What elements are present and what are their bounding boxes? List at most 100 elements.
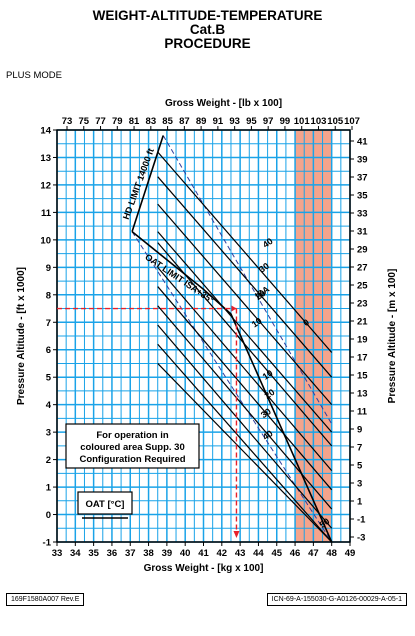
footer-left-code: 169F1580A007 Rev.E xyxy=(6,593,85,606)
isa-line-label: ISA xyxy=(253,284,271,301)
x-top-tick-label: 101 xyxy=(294,116,311,127)
oat-line-40 xyxy=(157,151,333,353)
x-bottom-tick-label: 46 xyxy=(290,548,301,559)
y-right-tick-label: 23 xyxy=(357,299,368,310)
example-arrow-down xyxy=(233,531,240,538)
x-top-tick-label: 87 xyxy=(179,116,190,127)
x-top-tick-label: 85 xyxy=(162,116,173,127)
x-bottom-tick-label: 37 xyxy=(125,548,136,559)
oat-line-10 xyxy=(157,231,333,433)
x-top-tick-label: 89 xyxy=(196,116,207,127)
x-bottom-tick-label: 34 xyxy=(70,548,81,559)
y-right-tick-label: 7 xyxy=(357,443,362,454)
example-arrow-right xyxy=(231,305,237,312)
x-bottom-tick-label: 36 xyxy=(107,548,118,559)
x-top-tick-label: 83 xyxy=(146,116,157,127)
x-top-axis-label: Gross Weight - [lb x 100] xyxy=(165,98,282,109)
oat-line-label: 10 xyxy=(261,368,275,382)
oat-limit-label: OAT LIMIT ISA+35° xyxy=(143,252,216,306)
oat-line-20 xyxy=(157,203,333,406)
x-top-tick-label: 95 xyxy=(246,116,257,127)
y-right-tick-label: 39 xyxy=(357,155,368,166)
y-right-tick-label: 33 xyxy=(357,209,368,220)
y-right-tick-label: 21 xyxy=(357,317,368,328)
y-right-tick-label: 29 xyxy=(357,245,368,256)
x-top-tick-label: 91 xyxy=(213,116,224,127)
oat-line-label: 10 xyxy=(250,316,264,330)
oat-line-label: 20 xyxy=(263,387,277,401)
chart-subtitle-procedure: PROCEDURE xyxy=(164,36,251,51)
x-top-tick-label: 77 xyxy=(95,116,106,127)
y-left-tick-label: 0 xyxy=(46,510,51,521)
y-left-tick-label: 9 xyxy=(46,263,51,274)
y-right-tick-label: 1 xyxy=(357,497,363,508)
y-right-tick-label: -1 xyxy=(357,515,366,526)
oat-box xyxy=(77,491,133,515)
y-right-tick-label: 25 xyxy=(357,281,368,292)
footer-right-code: ICN-69-A-155030-G-A0126-00029-A-05-1 xyxy=(266,593,407,606)
y-right-tick-label: 19 xyxy=(357,335,368,346)
oat-box-label: OAT [°C] xyxy=(86,499,125,510)
oat-line-label: 40 xyxy=(261,236,275,250)
y-left-axis-label: Pressure Altitude - [ft x 1000] xyxy=(16,267,27,405)
y-right-tick-label: 37 xyxy=(357,173,368,184)
x-top-tick-label: 79 xyxy=(112,116,123,127)
x-top-tick-label: 105 xyxy=(327,116,344,127)
x-bottom-tick-label: 47 xyxy=(308,548,319,559)
y-right-tick-label: 13 xyxy=(357,389,368,400)
oat-line-label: 20 xyxy=(253,288,267,302)
y-left-tick-label: 1 xyxy=(46,483,52,494)
y-left-tick-label: 13 xyxy=(40,153,51,164)
oat-line--50 xyxy=(157,363,333,543)
y-right-tick-label: 3 xyxy=(357,479,362,490)
hd-limit-line xyxy=(131,135,164,232)
y-left-tick-label: 3 xyxy=(46,428,51,439)
x-bottom-tick-label: 49 xyxy=(345,548,356,559)
y-right-tick-label: 11 xyxy=(357,407,368,418)
mode-label: PLUS MODE xyxy=(6,70,62,81)
oat-line-label: 0 xyxy=(301,317,311,328)
y-right-tick-label: 31 xyxy=(357,227,368,238)
y-left-tick-label: 10 xyxy=(40,235,51,246)
x-bottom-tick-label: 35 xyxy=(88,548,99,559)
x-top-tick-label: 73 xyxy=(62,116,73,127)
y-right-tick-label: 27 xyxy=(357,263,368,274)
y-left-tick-label: 2 xyxy=(46,455,51,466)
y-right-tick-label: 15 xyxy=(357,371,368,382)
note-line: For operation in xyxy=(96,430,169,441)
y-right-tick-label: 17 xyxy=(357,353,368,364)
oat-line--30 xyxy=(157,324,333,529)
oat-limit-line xyxy=(131,231,333,543)
y-right-tick-label: 35 xyxy=(357,191,368,202)
y-left-tick-label: 11 xyxy=(41,208,52,219)
x-bottom-tick-label: 45 xyxy=(271,548,282,559)
x-bottom-tick-label: 48 xyxy=(326,548,337,559)
oat-line-0 xyxy=(157,266,333,471)
x-top-tick-label: 97 xyxy=(263,116,274,127)
oat-line-label: 40 xyxy=(261,428,275,442)
y-left-tick-label: 14 xyxy=(40,126,51,137)
x-bottom-tick-label: 38 xyxy=(143,548,154,559)
x-bottom-tick-label: 44 xyxy=(253,548,264,559)
x-bottom-tick-label: 42 xyxy=(217,548,228,559)
y-left-tick-label: 8 xyxy=(46,290,51,301)
y-left-tick-label: 12 xyxy=(40,180,51,191)
x-bottom-tick-label: 41 xyxy=(198,548,209,559)
chart-title: WEIGHT-ALTITUDE-TEMPERATURE xyxy=(92,8,323,23)
oat-line-label: 30 xyxy=(259,406,273,420)
y-right-tick-label: 5 xyxy=(357,461,363,472)
note-line: coloured area Supp. 30 xyxy=(80,442,185,453)
x-top-tick-label: 81 xyxy=(129,116,140,127)
x-bottom-tick-label: 43 xyxy=(235,548,246,559)
x-bottom-tick-label: 39 xyxy=(162,548,173,559)
note-line: Configuration Required xyxy=(79,454,185,465)
note-box xyxy=(65,423,200,469)
oat-line--10 xyxy=(157,286,333,491)
y-right-tick-label: 9 xyxy=(357,425,362,436)
y-right-tick-label: -3 xyxy=(357,533,365,544)
x-top-tick-label: 75 xyxy=(78,116,89,127)
x-top-tick-label: 107 xyxy=(344,116,360,127)
x-bottom-tick-label: 33 xyxy=(52,548,63,559)
x-top-tick-label: 103 xyxy=(311,116,327,127)
